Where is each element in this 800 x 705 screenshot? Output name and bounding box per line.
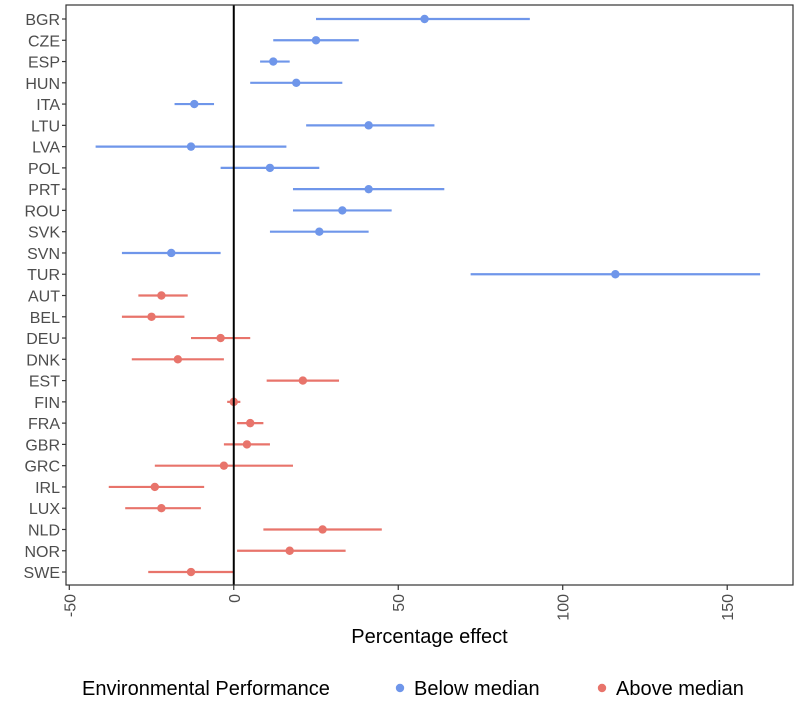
x-tick-label: 150 <box>720 594 737 621</box>
estimate-point-swe <box>186 567 196 577</box>
estimate-point-nor <box>285 546 294 555</box>
x-tick-label: 50 <box>391 594 408 612</box>
legend: Environmental Performance Below median Ab… <box>82 678 744 700</box>
row-grc: GRC <box>24 459 293 476</box>
estimate-point-lux <box>157 504 166 513</box>
y-tick-label: NLD <box>28 522 60 539</box>
estimate-point-ita <box>190 99 199 109</box>
row-nld: NLD <box>28 522 382 539</box>
row-ita: ITA <box>36 97 215 114</box>
legend-key-dot <box>395 683 405 693</box>
estimate-point-prt <box>364 184 373 194</box>
row-deu: DEU <box>26 331 251 348</box>
legend-key-dot <box>597 683 607 693</box>
row-dnk: DNK <box>26 352 224 369</box>
row-lva: LVA <box>32 140 287 157</box>
y-tick-label: BGR <box>25 12 60 29</box>
y-tick-label: GRC <box>24 459 60 476</box>
row-pol: POL <box>28 161 320 178</box>
row-ltu: LTU <box>31 118 435 135</box>
estimate-point-grc <box>219 461 229 470</box>
row-svk: SVK <box>28 225 369 242</box>
estimate-point-tur <box>611 270 620 279</box>
legend-entry-above-median: Above median <box>597 678 744 700</box>
estimate-point-nld <box>318 525 327 534</box>
y-tick-label: FRA <box>28 416 60 433</box>
legend-entries: Below median Above median <box>395 678 744 700</box>
y-tick-label: ROU <box>24 203 60 220</box>
estimate-point-cze <box>311 36 321 45</box>
y-tick-label: GBR <box>25 437 60 454</box>
y-tick-label: HUN <box>25 76 60 93</box>
estimate-point-ltu <box>364 121 373 130</box>
estimate-point-dnk <box>173 355 183 364</box>
row-hun: HUN <box>25 76 343 93</box>
x-tick-label: 100 <box>556 594 573 621</box>
x-tick-label: 0 <box>227 594 244 603</box>
y-tick-label: TUR <box>27 267 60 284</box>
legend-label: Below median <box>414 678 540 700</box>
estimate-point-svk <box>315 227 324 236</box>
y-tick-label: IRL <box>35 480 60 497</box>
estimate-point-hun <box>292 78 301 88</box>
row-swe: SWE <box>24 565 234 582</box>
estimate-point-fra <box>246 418 255 428</box>
legend-title: Environmental Performance <box>82 678 330 700</box>
y-tick-label: DNK <box>26 352 60 369</box>
estimate-point-pol <box>265 163 275 173</box>
y-tick-label: NOR <box>24 544 60 561</box>
y-tick-label: AUT <box>28 289 60 306</box>
y-tick-label: LUX <box>29 501 60 518</box>
row-gbr: GBR <box>25 437 270 454</box>
row-bel: BEL <box>30 310 185 327</box>
y-tick-label: SVK <box>28 225 60 242</box>
x-axis: -50 0 50 100 150 <box>62 585 737 621</box>
row-prt: PRT <box>28 182 445 199</box>
estimate-point-deu <box>216 333 225 343</box>
y-tick-label: CZE <box>28 33 60 50</box>
row-nor: NOR <box>24 544 346 561</box>
estimate-point-bgr <box>420 14 429 24</box>
estimate-point-rou <box>338 206 347 215</box>
row-svn: SVN <box>27 246 221 263</box>
x-axis-title: Percentage effect <box>351 626 508 648</box>
y-tick-label: POL <box>28 161 60 178</box>
row-lux: LUX <box>29 501 201 518</box>
y-tick-label: PRT <box>28 182 60 199</box>
row-rou: ROU <box>24 203 392 220</box>
y-tick-label: DEU <box>26 331 60 348</box>
legend-entry-below-median: Below median <box>395 678 540 700</box>
estimate-point-lva <box>186 142 196 151</box>
legend-label: Above median <box>616 678 744 700</box>
panel-border <box>65 4 794 586</box>
y-tick-label: BEL <box>30 310 60 327</box>
estimate-point-bel <box>147 312 156 321</box>
row-irl: IRL <box>35 480 205 497</box>
estimate-point-svn <box>167 248 176 258</box>
estimate-point-est <box>298 376 308 385</box>
y-tick-label: LTU <box>31 118 60 135</box>
row-bgr: BGR <box>25 12 530 29</box>
row-tur: TUR <box>27 267 761 284</box>
y-tick-label: EST <box>29 374 60 391</box>
y-tick-label: ESP <box>28 55 60 72</box>
row-aut: AUT <box>28 289 188 306</box>
estimate-point-aut <box>157 291 166 300</box>
x-tick-label: -50 <box>62 594 79 617</box>
estimate-point-gbr <box>242 440 252 449</box>
estimate-point-esp <box>269 57 278 66</box>
row-esp: ESP <box>28 55 290 72</box>
y-tick-label: SVN <box>27 246 60 263</box>
row-cze: CZE <box>28 33 359 50</box>
row-fra: FRA <box>28 416 264 433</box>
rows-layer: BGR CZE ESP HUN ITA LTU LVA POL PRT ROU SVK SVN TUR A… <box>24 12 761 582</box>
y-tick-label: ITA <box>36 97 60 114</box>
y-tick-label: SWE <box>24 565 60 582</box>
y-tick-label: FIN <box>34 395 60 412</box>
estimate-point-irl <box>150 482 160 492</box>
y-tick-label: LVA <box>32 140 60 157</box>
row-est: EST <box>29 374 340 391</box>
